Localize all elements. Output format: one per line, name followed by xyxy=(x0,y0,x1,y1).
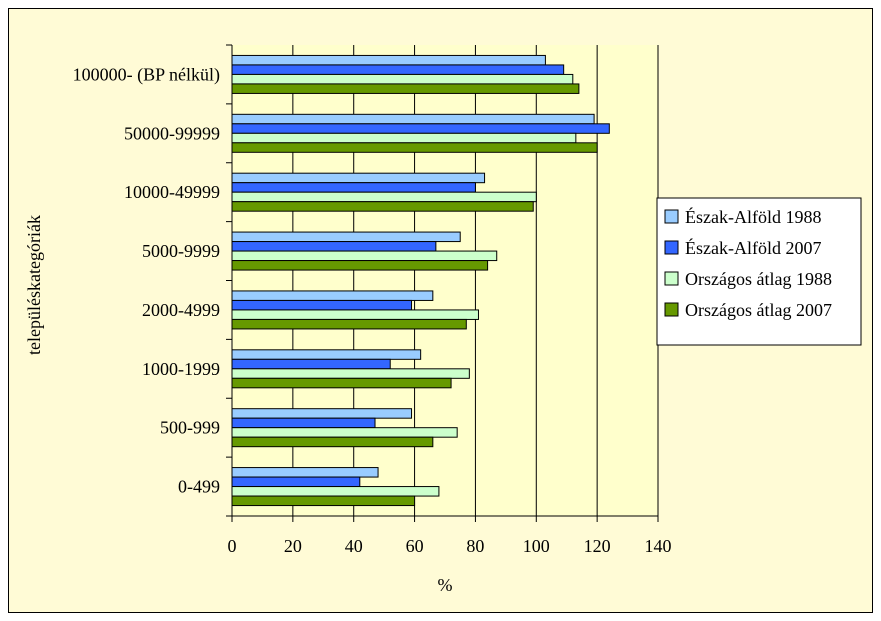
bar xyxy=(231,73,574,85)
bar xyxy=(231,309,479,320)
bar xyxy=(231,182,476,193)
legend-box xyxy=(656,197,862,346)
bar xyxy=(231,299,413,311)
bars xyxy=(231,54,610,507)
bar xyxy=(231,172,486,184)
legend-label: Országos átlag 1988 xyxy=(685,269,832,289)
bar xyxy=(231,467,379,478)
x-tick-label: 140 xyxy=(645,536,672,556)
x-tick-label: 20 xyxy=(284,536,302,556)
bar xyxy=(231,290,434,301)
x-tick-labels: 0 20 40 60 80 100 120 140 xyxy=(228,536,672,556)
x-tick-label: 0 xyxy=(228,536,237,556)
category-label: 500-999 xyxy=(160,418,220,438)
axes xyxy=(231,45,658,517)
category-label: 2000-4999 xyxy=(142,300,220,320)
bar xyxy=(231,495,416,507)
x-tick-label: 60 xyxy=(406,536,424,556)
x-tick-label: 40 xyxy=(345,536,363,556)
bar xyxy=(231,250,498,262)
legend-label: Észak-Alföld 1988 xyxy=(685,206,821,227)
legend-swatch xyxy=(664,271,679,286)
category-labels: 0-499 500-999 1000-1999 2000-4999 5000-9999 1… xyxy=(73,64,220,496)
bar xyxy=(231,54,546,66)
legend: Észak-Alföld 1988 Észak-Alföld 2007 Ország… xyxy=(656,197,862,346)
category-label: 50000-99999 xyxy=(124,123,220,143)
bar xyxy=(231,417,376,429)
bar xyxy=(231,201,534,212)
x-axis-title: % xyxy=(438,575,453,595)
legend-swatch xyxy=(664,240,679,255)
legend-swatch xyxy=(664,302,679,317)
bar xyxy=(231,83,580,94)
bar xyxy=(231,132,577,144)
category-label: 10000-49999 xyxy=(124,182,220,202)
bar xyxy=(231,64,565,75)
bar xyxy=(231,231,461,243)
bar xyxy=(231,191,537,203)
bar xyxy=(231,436,434,448)
x-tick-label: 120 xyxy=(584,536,611,556)
legend-label: Észak-Alföld 2007 xyxy=(685,237,821,258)
bar xyxy=(231,113,595,125)
bar xyxy=(231,260,489,271)
bar xyxy=(231,486,440,497)
bar xyxy=(231,318,467,330)
x-tick-label: 100 xyxy=(523,536,550,556)
bar xyxy=(231,368,470,379)
category-label: 5000-9999 xyxy=(142,241,220,261)
legend-label: Országos átlag 2007 xyxy=(685,300,832,320)
bar xyxy=(231,427,458,438)
bar xyxy=(231,358,391,370)
y-axis-title: településkategóriák xyxy=(24,215,44,355)
bar xyxy=(231,349,422,360)
bar xyxy=(231,377,452,389)
x-tick-label: 80 xyxy=(466,536,484,556)
bar xyxy=(231,476,361,488)
bar xyxy=(231,142,598,153)
category-label: 1000-1999 xyxy=(142,359,220,379)
legend-swatch xyxy=(664,209,679,224)
category-label: 100000- (BP nélkül) xyxy=(73,64,220,85)
bar xyxy=(231,408,413,419)
category-label: 0-499 xyxy=(178,477,220,497)
bar xyxy=(231,241,437,252)
bar xyxy=(231,123,610,134)
